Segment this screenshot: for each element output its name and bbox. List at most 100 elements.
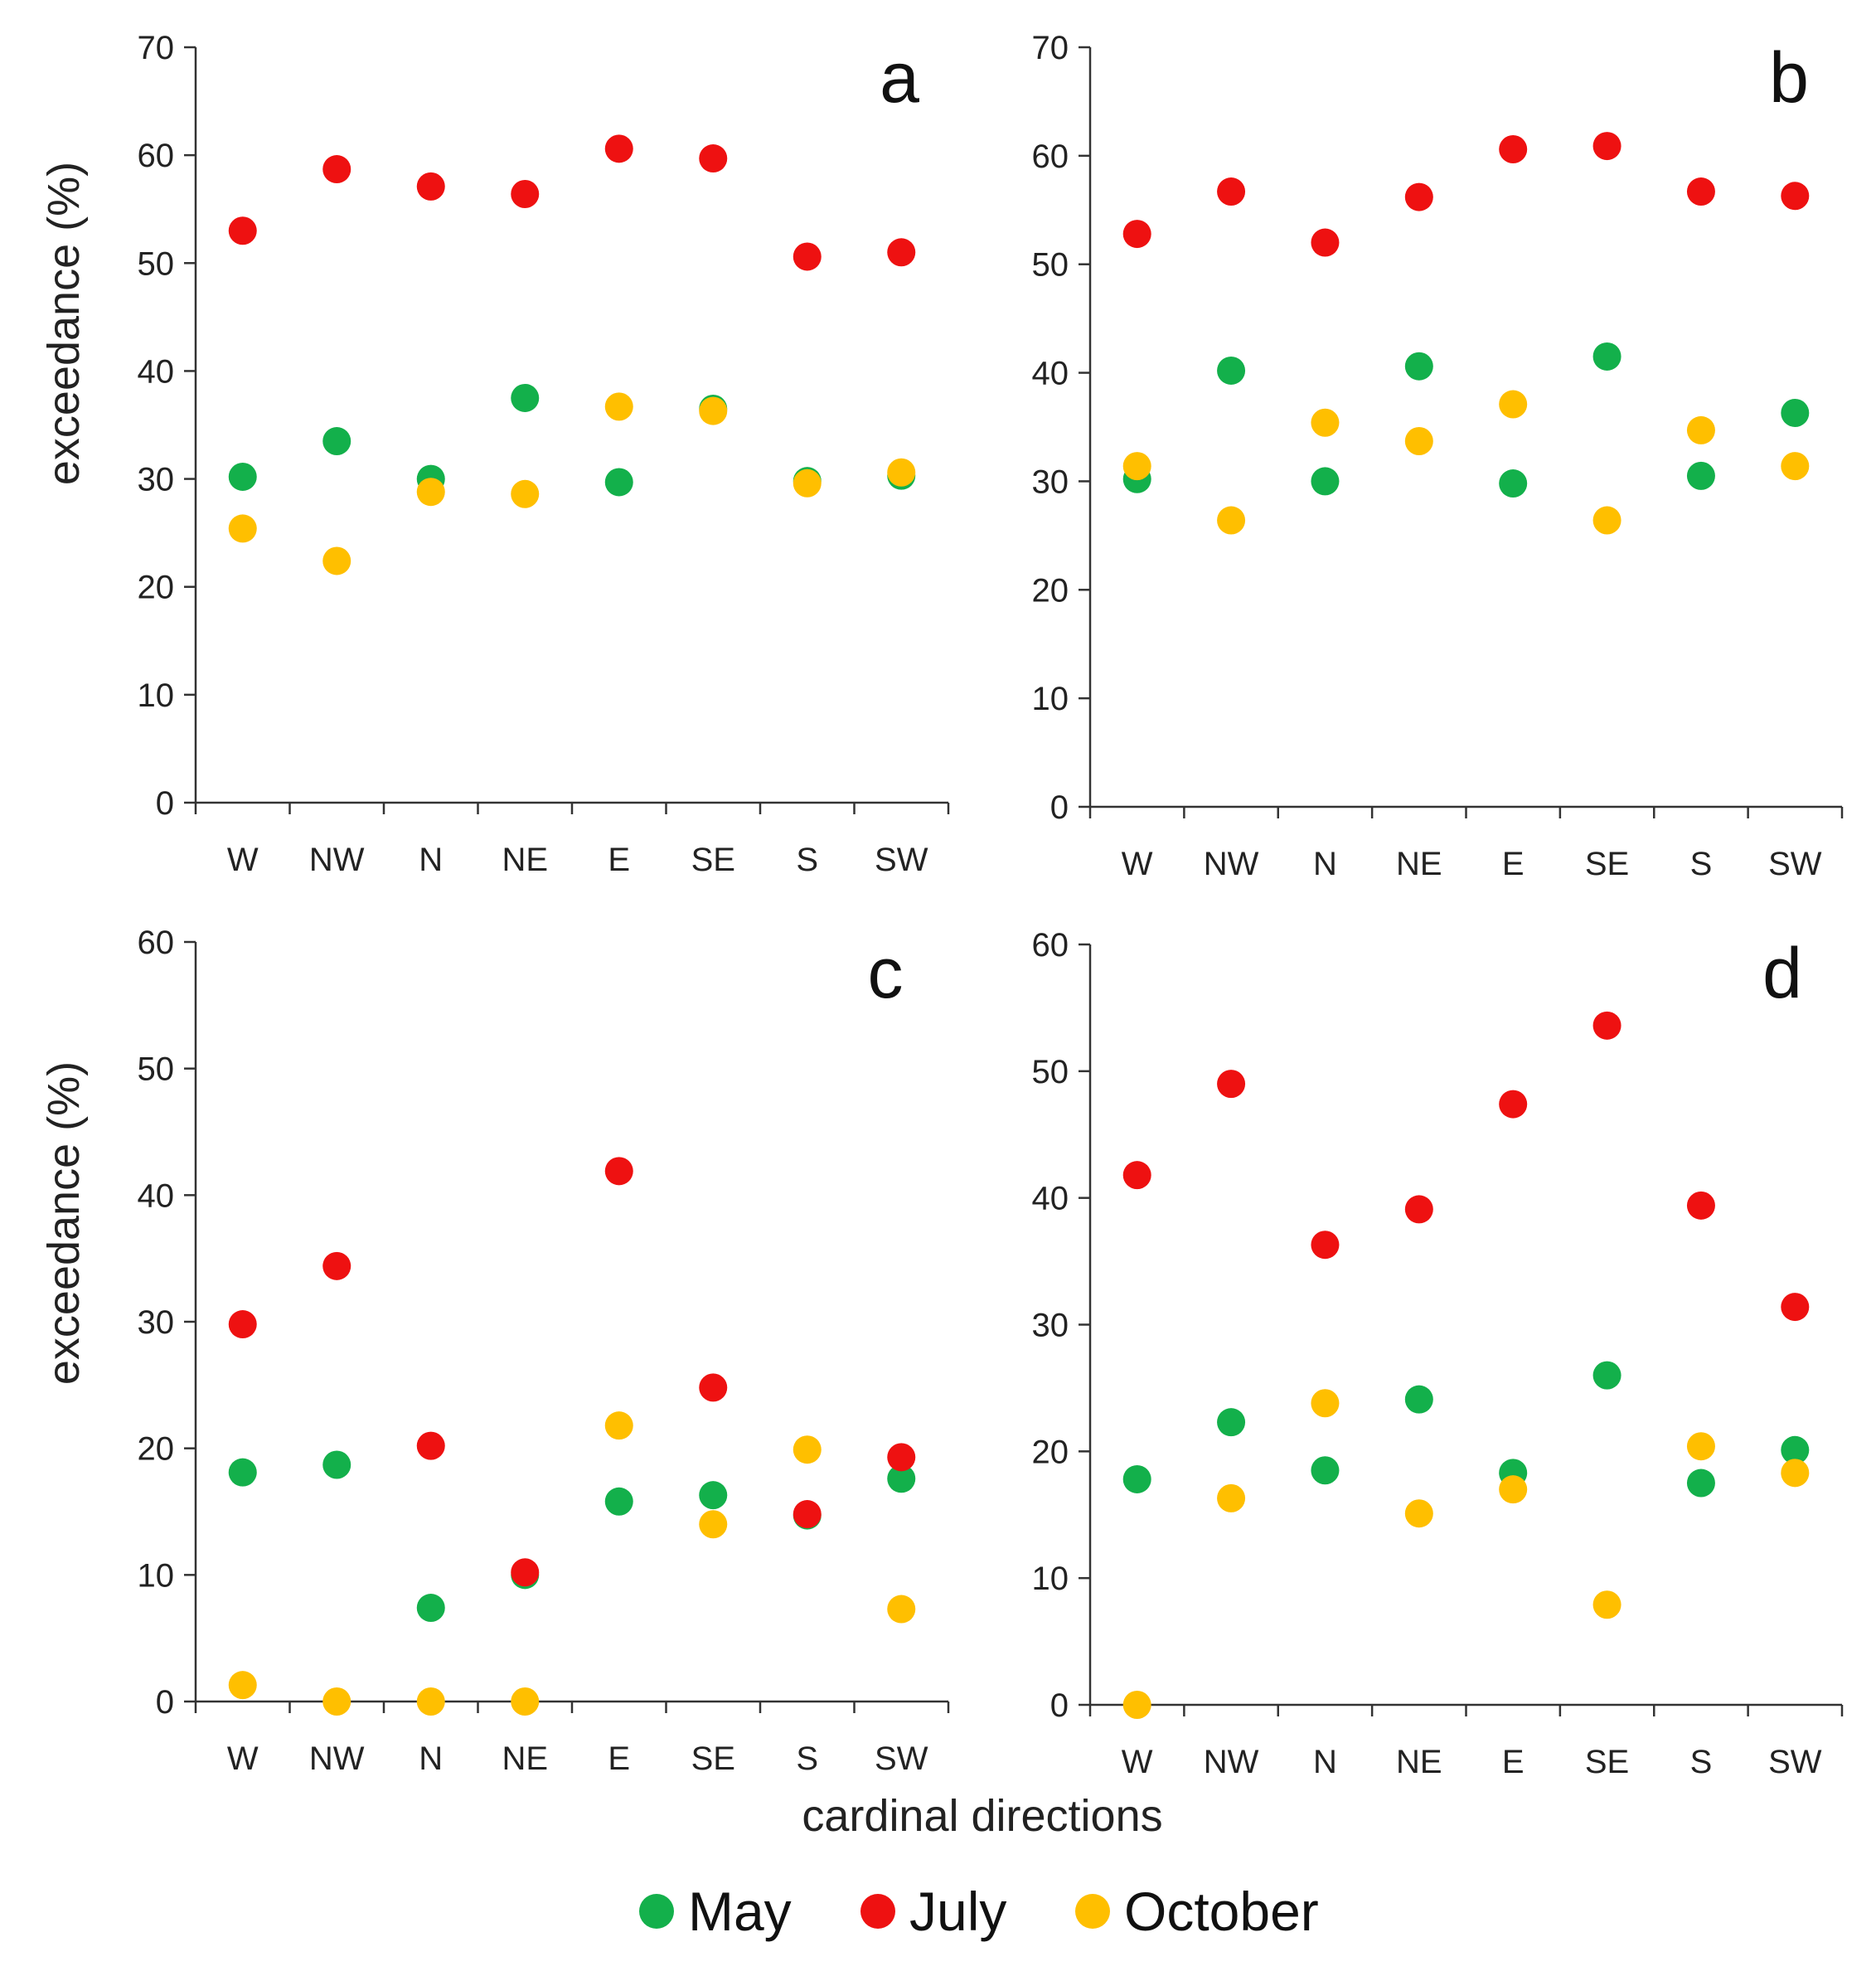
point-july-nw [1217,177,1246,206]
xtick-labels-b: W NW N NE E SE S SW [1122,846,1822,882]
point-may-s [1686,1469,1715,1498]
point-july-n [1311,1231,1340,1260]
xtick-label: SE [1585,846,1629,882]
axes-a [184,46,950,814]
ytick-label: 50 [1032,247,1069,284]
points-c [228,1157,916,1716]
point-may-ne [511,383,540,412]
point-july-ne [511,1558,540,1587]
point-july-w [1122,220,1151,249]
ytick-label: 70 [1032,30,1069,66]
point-may-nw [1217,1408,1246,1437]
point-july-sw [887,1443,916,1472]
point-july-ne [1404,1195,1433,1224]
ytick-label: 20 [138,570,175,606]
legend-marker-may [639,1894,674,1929]
points-a [228,134,916,575]
xtick-label: S [1690,846,1713,882]
ytick-label: 20 [1032,1434,1069,1470]
legend-marker-july [860,1894,895,1929]
point-october-ne [1404,427,1433,456]
point-october-ne [511,479,540,508]
panel-b: b 0 10 20 30 40 50 60 70 W NW N NE E SE … [1032,30,1844,882]
point-may-s [1686,461,1715,490]
ytick-label: 30 [1032,1308,1069,1344]
ytick-label: 30 [138,462,175,498]
point-october-w [1122,452,1151,481]
point-october-nw [1217,506,1246,535]
ytick-label: 40 [138,1177,175,1214]
point-july-s [793,242,822,271]
legend: May July October [639,1881,1319,1942]
point-october-e [604,1411,633,1440]
ytick-label: 10 [1032,1561,1069,1597]
xtick-label: NE [502,842,548,878]
xtick-label: E [608,1740,630,1777]
point-october-sw [1781,1459,1810,1488]
point-july-w [228,216,257,245]
ytick-label: 20 [1032,572,1069,609]
point-october-sw [1781,452,1810,481]
xtick-label: E [1502,846,1525,882]
xtick-label: SE [1585,1744,1629,1780]
ytick-labels-a: 0 10 20 30 40 50 60 70 [138,30,175,822]
ytick-label: 0 [1050,1687,1069,1724]
point-october-s [793,468,822,498]
ytick-label: 30 [1032,464,1069,500]
ytick-label: 60 [1032,138,1069,175]
ytick-label: 50 [138,245,175,282]
legend-label-october: October [1124,1881,1319,1942]
point-october-se [1592,506,1622,535]
ylabel-c: exceedance (%) [39,1061,89,1385]
point-october-s [793,1435,822,1464]
point-october-se [1592,1590,1622,1619]
ytick-labels-d: 0 10 20 30 40 50 60 [1032,927,1069,1724]
shared-xlabel: cardinal directions [802,1791,1162,1841]
panel-d: d 0 10 20 30 40 50 60 W NW N NE E SE S S… [1032,927,1844,1780]
point-october-w [228,1671,257,1700]
xtick-label: E [608,842,630,878]
xtick-label: S [796,842,818,878]
xtick-label: NE [1396,846,1442,882]
point-july-sw [1781,182,1810,211]
point-october-nw [322,546,351,575]
axes-d [1079,943,1844,1716]
xtick-label: SW [1768,846,1822,882]
point-may-ne [1404,1385,1433,1414]
xtick-label: W [227,842,259,878]
point-may-se [1592,342,1622,371]
xtick-label: N [419,842,443,878]
point-may-e [604,468,633,497]
axes-b [1079,46,1844,818]
point-may-ne [1404,352,1433,381]
xtick-label: SE [691,842,735,878]
point-july-e [1499,135,1528,164]
xtick-label: NW [1204,846,1259,882]
point-may-sw [887,1464,916,1493]
point-october-nw [1217,1483,1246,1512]
panel-letter-d: d [1762,934,1802,1013]
point-october-e [604,392,633,421]
points-d [1122,1011,1810,1719]
point-october-n [416,1687,445,1716]
point-july-ne [511,179,540,208]
point-may-e [604,1487,633,1516]
point-may-sw [1781,1435,1810,1464]
point-july-ne [1404,182,1433,211]
point-july-nw [1217,1070,1246,1099]
ytick-labels-b: 0 10 20 30 40 50 60 70 [1032,30,1069,826]
legend-label-july: July [909,1881,1006,1942]
point-may-w [228,462,257,491]
point-july-s [1686,1191,1715,1220]
point-july-sw [887,238,916,267]
legend-marker-october [1075,1894,1110,1929]
point-july-se [1592,1011,1622,1040]
legend-label-may: May [688,1881,792,1942]
point-may-n [1311,467,1340,496]
axes-c [184,940,950,1713]
xtick-labels-d: W NW N NE E SE S SW [1122,1744,1822,1780]
ytick-label: 0 [156,1684,174,1721]
ytick-label: 0 [1050,789,1069,826]
point-july-nw [322,1251,351,1280]
